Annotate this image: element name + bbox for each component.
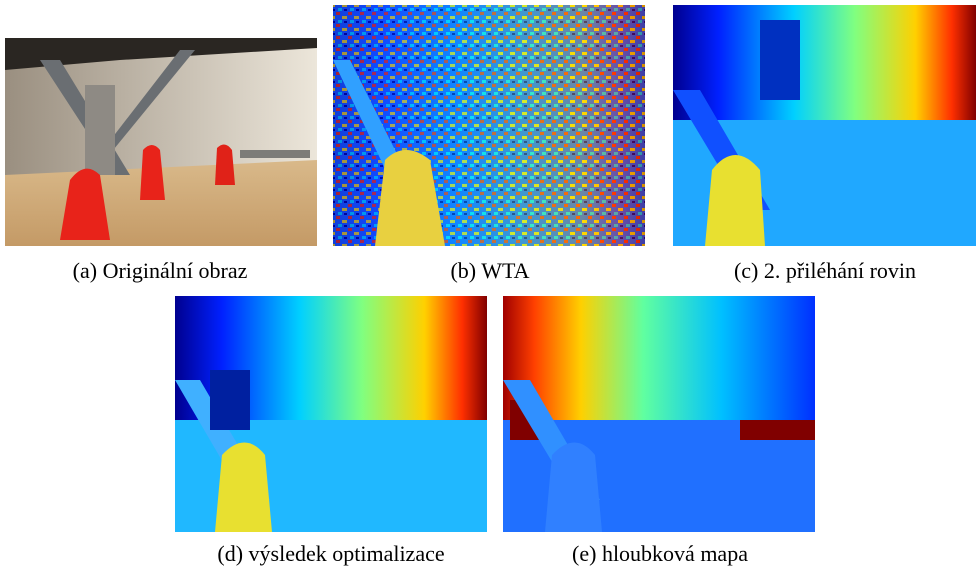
caption: (d) výsledek optimalizace: [217, 541, 444, 567]
figure-images: [0, 0, 976, 580]
caption-label: (a): [73, 258, 97, 283]
caption-text: 2. přiléhání rovin: [764, 258, 916, 283]
caption-text: Originální obraz: [103, 258, 248, 283]
caption: (e) hloubková mapa: [572, 541, 748, 567]
caption-label: (d): [217, 541, 243, 566]
caption-label: (e): [572, 541, 596, 566]
image-c: [673, 5, 976, 246]
image-e: [503, 296, 815, 532]
caption: (a) Originální obraz: [73, 258, 248, 284]
caption-label: (c): [734, 258, 758, 283]
figure-page: (a) Originální obraz (b) WTA (c) 2. přil…: [0, 0, 976, 580]
image-a: [5, 38, 317, 246]
caption: (b) WTA: [450, 258, 529, 284]
caption-text: výsledek optimalizace: [249, 541, 445, 566]
caption: (c) 2. přiléhání rovin: [734, 258, 916, 284]
image-b: [333, 5, 645, 246]
caption-text: WTA: [481, 258, 529, 283]
caption-label: (b): [450, 258, 476, 283]
caption-text: hloubková mapa: [602, 541, 748, 566]
image-d: [175, 296, 487, 532]
